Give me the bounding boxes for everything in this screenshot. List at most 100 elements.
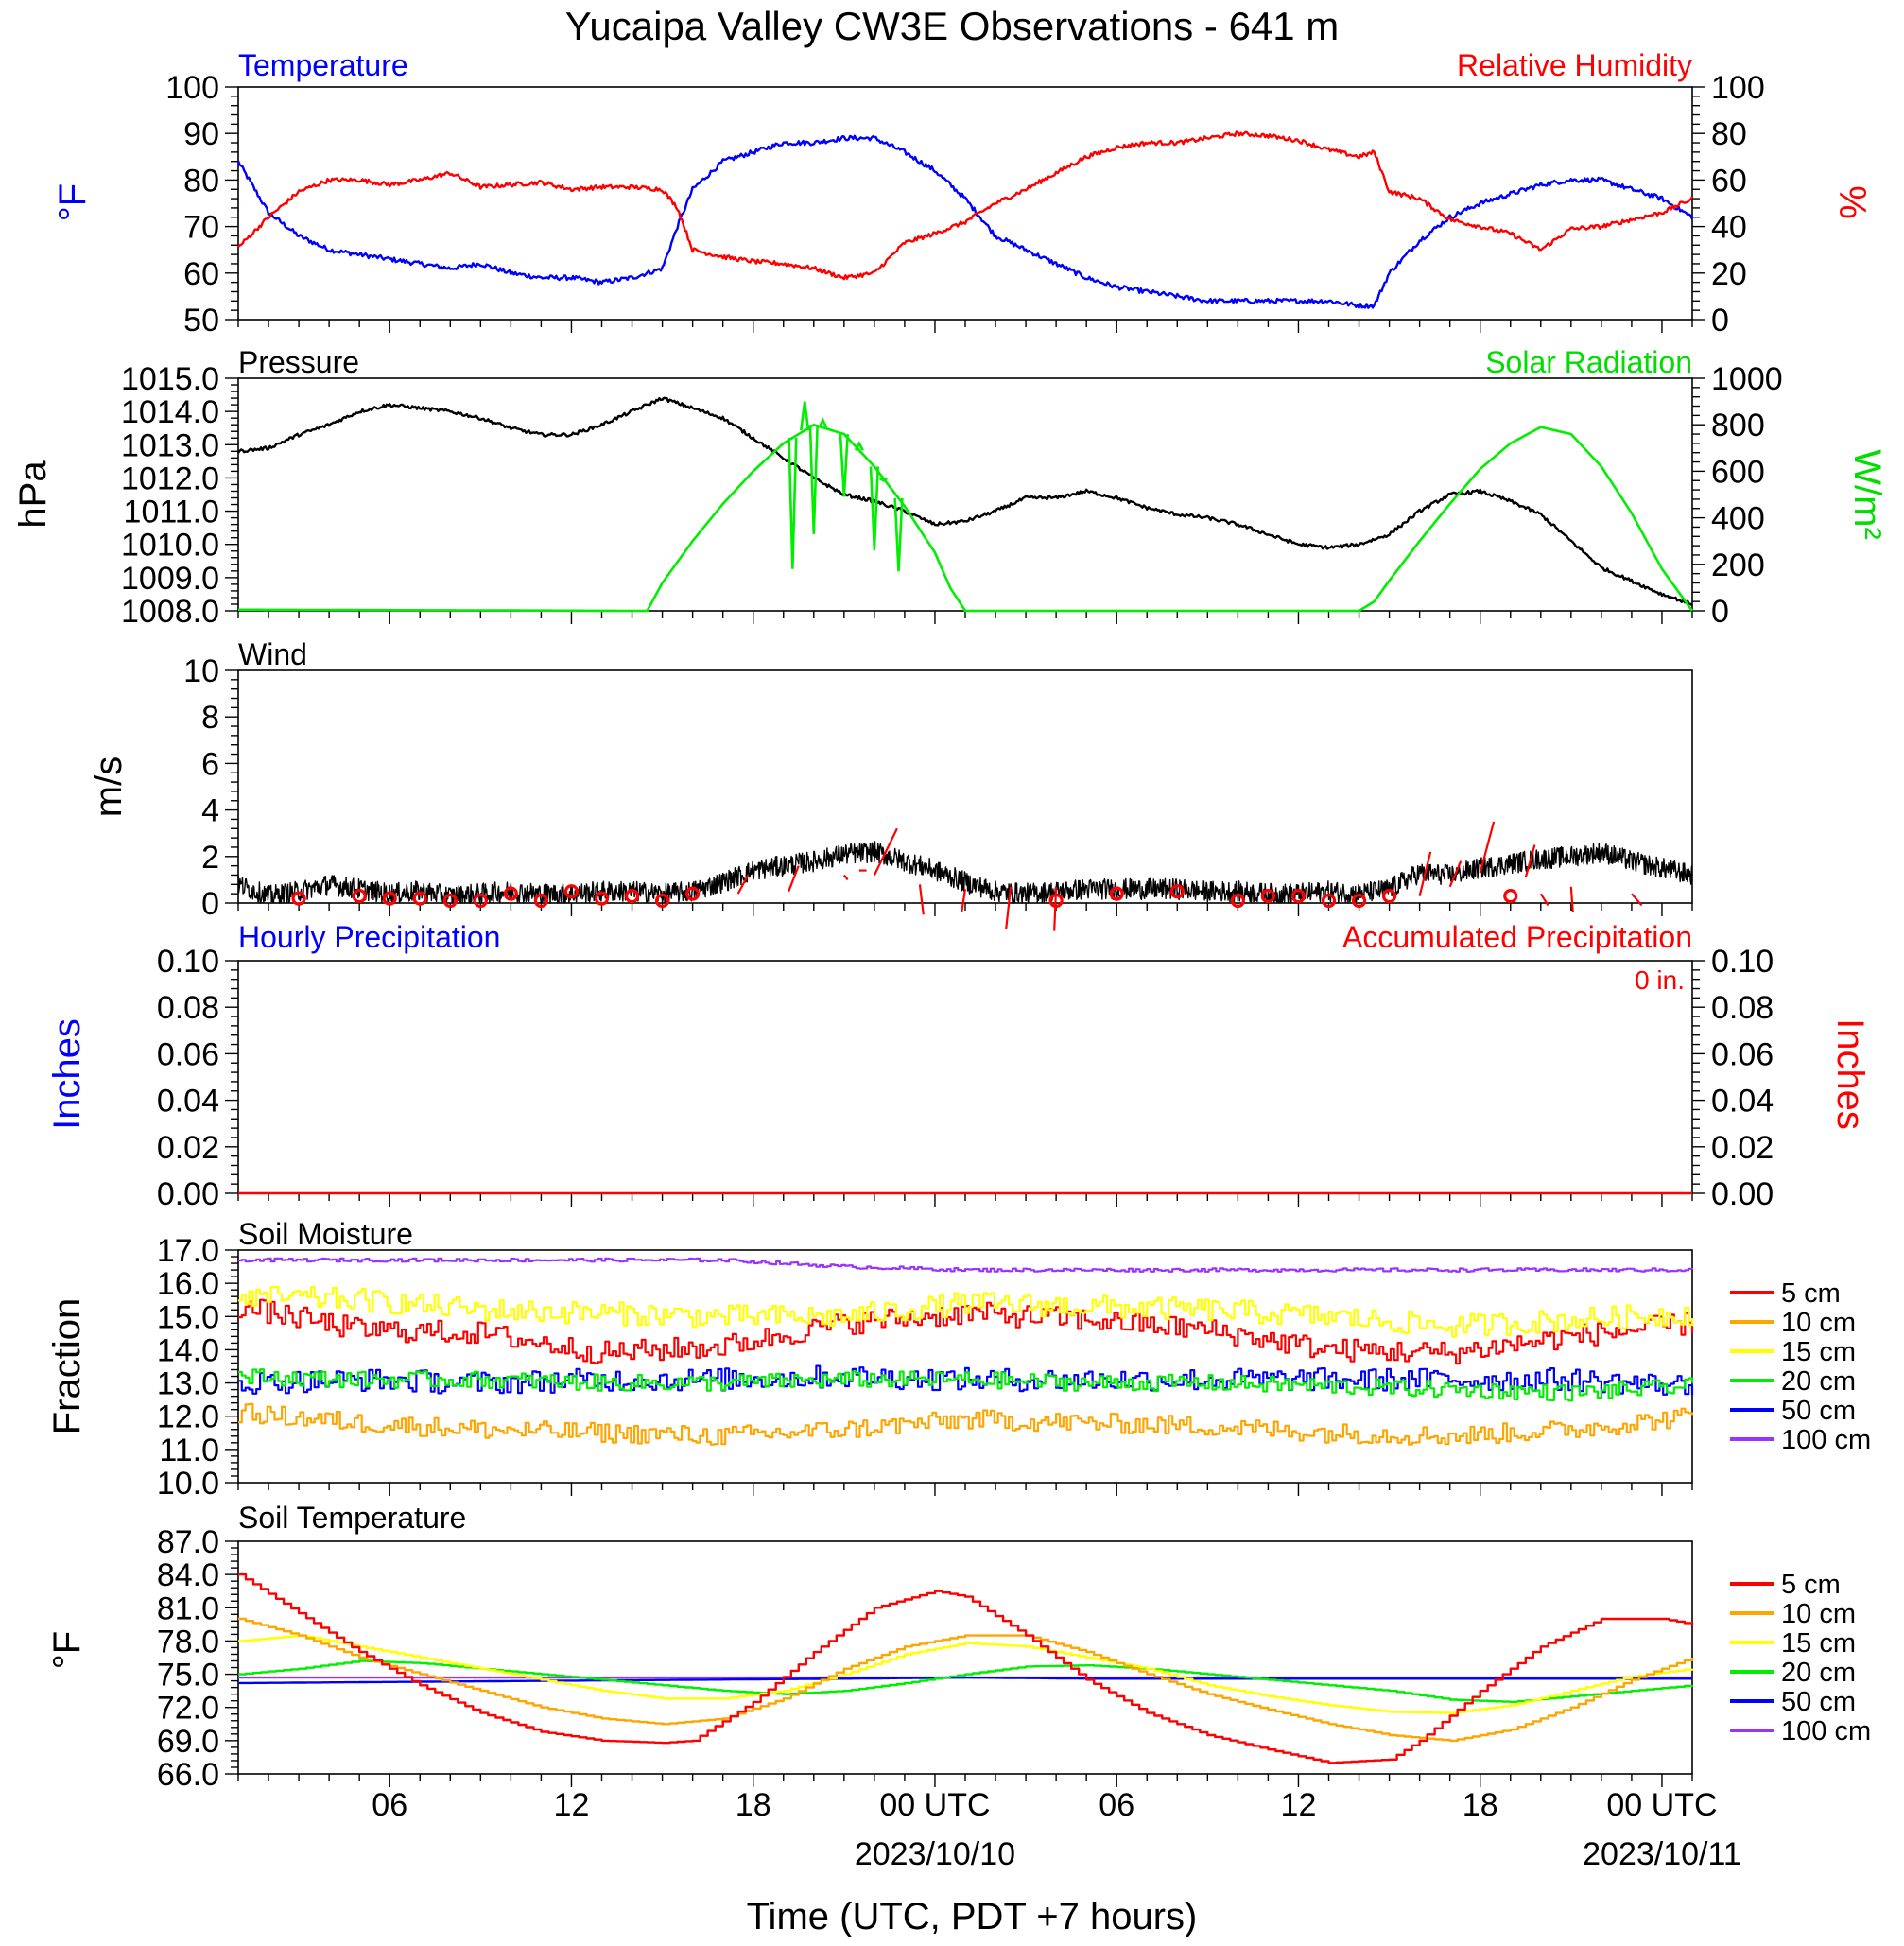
temperature-axis-tick-label: 50 — [183, 303, 219, 339]
wind-title: Wind — [238, 637, 307, 671]
humidity-axis-tick-label: 60 — [1711, 163, 1747, 199]
soil-temp-legend-label: 50 cm — [1781, 1687, 1856, 1717]
solar-axis-tick-label: 200 — [1711, 547, 1765, 583]
wind-barb — [1448, 860, 1463, 888]
soil-temp-axis-tick-label: 78.0 — [157, 1624, 219, 1659]
soil-moisture-axis-tick-label: 11.0 — [159, 1433, 219, 1468]
x-tick-label: 00 UTC — [1606, 1787, 1717, 1823]
wind-barb — [1005, 886, 1013, 930]
wind-axis-tick-label: 8 — [201, 700, 219, 736]
calm-wind-circle — [412, 891, 427, 906]
solar-cloud-spike — [839, 433, 849, 497]
humidity-line — [237, 130, 1693, 281]
soil-temp-axis-tick-label: 69.0 — [157, 1724, 219, 1760]
solar-unit: W/m² — [1846, 449, 1888, 540]
x-tick-label: 12 — [1281, 1787, 1317, 1823]
solar-title: Solar Radiation — [1485, 345, 1692, 379]
pressure-axis-tick-label: 1008.0 — [121, 594, 219, 630]
hourly-precip-axis-tick-label: 0.06 — [157, 1036, 219, 1072]
solar-axis-tick-label: 800 — [1711, 408, 1765, 443]
soil-moisture-line — [238, 1285, 1694, 1338]
wind-barb — [918, 884, 925, 915]
accum-precip-axis-tick-label: 0.02 — [1711, 1130, 1774, 1166]
soil-moisture-axis-tick-label: 15.0 — [157, 1299, 219, 1335]
solar-cloud-spike — [878, 477, 888, 482]
soil-moisture-frame — [237, 1249, 1693, 1484]
soil-moisture-axis-tick-label: 12.0 — [157, 1399, 219, 1435]
solar-cloud-spike — [869, 466, 880, 551]
x-tick-label: 18 — [1463, 1787, 1498, 1823]
soil-moisture-line — [238, 1257, 1694, 1273]
solar-axis-tick-label: 1000 — [1711, 361, 1783, 397]
calm-wind-circle — [291, 891, 306, 906]
temperature-title: Temperature — [238, 48, 408, 82]
soil-temp-axis-tick-label: 75.0 — [157, 1658, 219, 1694]
pressure-line — [237, 396, 1693, 607]
humidity-axis-tick-label: 40 — [1711, 210, 1747, 246]
soil-moisture-axis-tick-label: 13.0 — [157, 1366, 219, 1402]
accum-precip-axis-tick-label: 0.08 — [1711, 990, 1774, 1026]
soil-temp-axis-tick-label: 87.0 — [157, 1524, 219, 1560]
calm-wind-circle — [1503, 889, 1518, 904]
solar-line — [238, 423, 1694, 613]
calm-wind-circle — [1230, 893, 1245, 909]
x-date-label: 2023/10/10 — [855, 1836, 1015, 1872]
pressure-axis-tick-label: 1014.0 — [121, 394, 219, 430]
pressure-axis-tick-label: 1015.0 — [121, 361, 219, 397]
soil-temp-legend-label: 5 cm — [1781, 1570, 1841, 1600]
wind-barb — [873, 827, 898, 876]
calm-wind-circle — [1169, 884, 1185, 899]
soil-temp-frame — [237, 1540, 1693, 1775]
hourly-precip-axis-tick-label: 0.10 — [157, 944, 219, 980]
soil-moisture-legend-label: 10 cm — [1781, 1308, 1856, 1338]
precip-left-unit: Inches — [46, 1018, 88, 1130]
calm-wind-circle — [594, 891, 610, 906]
wind-axis-tick-label: 0 — [201, 886, 219, 922]
calm-wind-circle — [563, 884, 580, 899]
soil-temp-unit: °F — [46, 1631, 88, 1669]
wind-barb — [1539, 893, 1549, 907]
x-tick-label: 06 — [1099, 1787, 1134, 1823]
x-tick-label: 00 UTC — [879, 1787, 990, 1823]
pressure-title: Pressure — [238, 345, 359, 379]
soil-moisture-legend-label: 20 cm — [1781, 1366, 1856, 1397]
wind-barb — [736, 874, 750, 895]
temp-rh-frame — [237, 86, 1693, 321]
soil-moisture-axis-tick-label: 10.0 — [157, 1466, 219, 1502]
x-tick-label: 06 — [372, 1787, 407, 1823]
solar-cloud-spike — [788, 437, 798, 569]
x-date-label: 2023/10/11 — [1583, 1836, 1741, 1872]
pressure-axis-tick-label: 1013.0 — [121, 427, 219, 463]
soil-temp-axis-tick-label: 84.0 — [157, 1557, 219, 1593]
calm-wind-circle — [1321, 893, 1337, 909]
accum-precip-axis-tick-label: 0.04 — [1711, 1084, 1774, 1120]
temperature-line — [236, 134, 1694, 309]
wind-barb — [1569, 886, 1574, 912]
calm-wind-circle — [473, 893, 488, 909]
soil-temp-title: Soil Temperature — [238, 1501, 466, 1535]
solar-cloud-spike — [808, 425, 819, 534]
soil-moisture-title: Soil Moisture — [238, 1217, 413, 1251]
calm-wind-circle — [624, 889, 640, 904]
wind-barb — [961, 889, 967, 913]
wind-barb — [1524, 844, 1536, 878]
calm-wind-circle — [382, 891, 397, 906]
soil-moisture-axis-tick-label: 17.0 — [157, 1233, 219, 1269]
pressure-unit: hPa — [12, 460, 54, 529]
humidity-axis-tick-label: 100 — [1711, 70, 1765, 106]
calm-wind-circle — [1260, 889, 1276, 904]
pressure-axis-tick-label: 1010.0 — [121, 528, 219, 564]
calm-wind-circle — [533, 893, 549, 909]
soil-moisture-line — [238, 1368, 1694, 1402]
temperature-axis-tick-label: 80 — [183, 163, 219, 199]
calm-wind-circle — [442, 893, 458, 909]
soil-temp-axis-tick-label: 81.0 — [157, 1590, 219, 1626]
calm-wind-circle — [503, 886, 518, 901]
soil-moisture-legend-label: 5 cm — [1781, 1278, 1841, 1309]
accum-precip-axis-tick-label: 0.10 — [1711, 944, 1774, 980]
solar-axis-tick-label: 400 — [1711, 501, 1765, 537]
hourly-precip-title: Hourly Precipitation — [238, 920, 500, 954]
accum-precip-axis-tick-label: 0.00 — [1711, 1176, 1774, 1212]
solar-cloud-spike — [893, 497, 904, 572]
